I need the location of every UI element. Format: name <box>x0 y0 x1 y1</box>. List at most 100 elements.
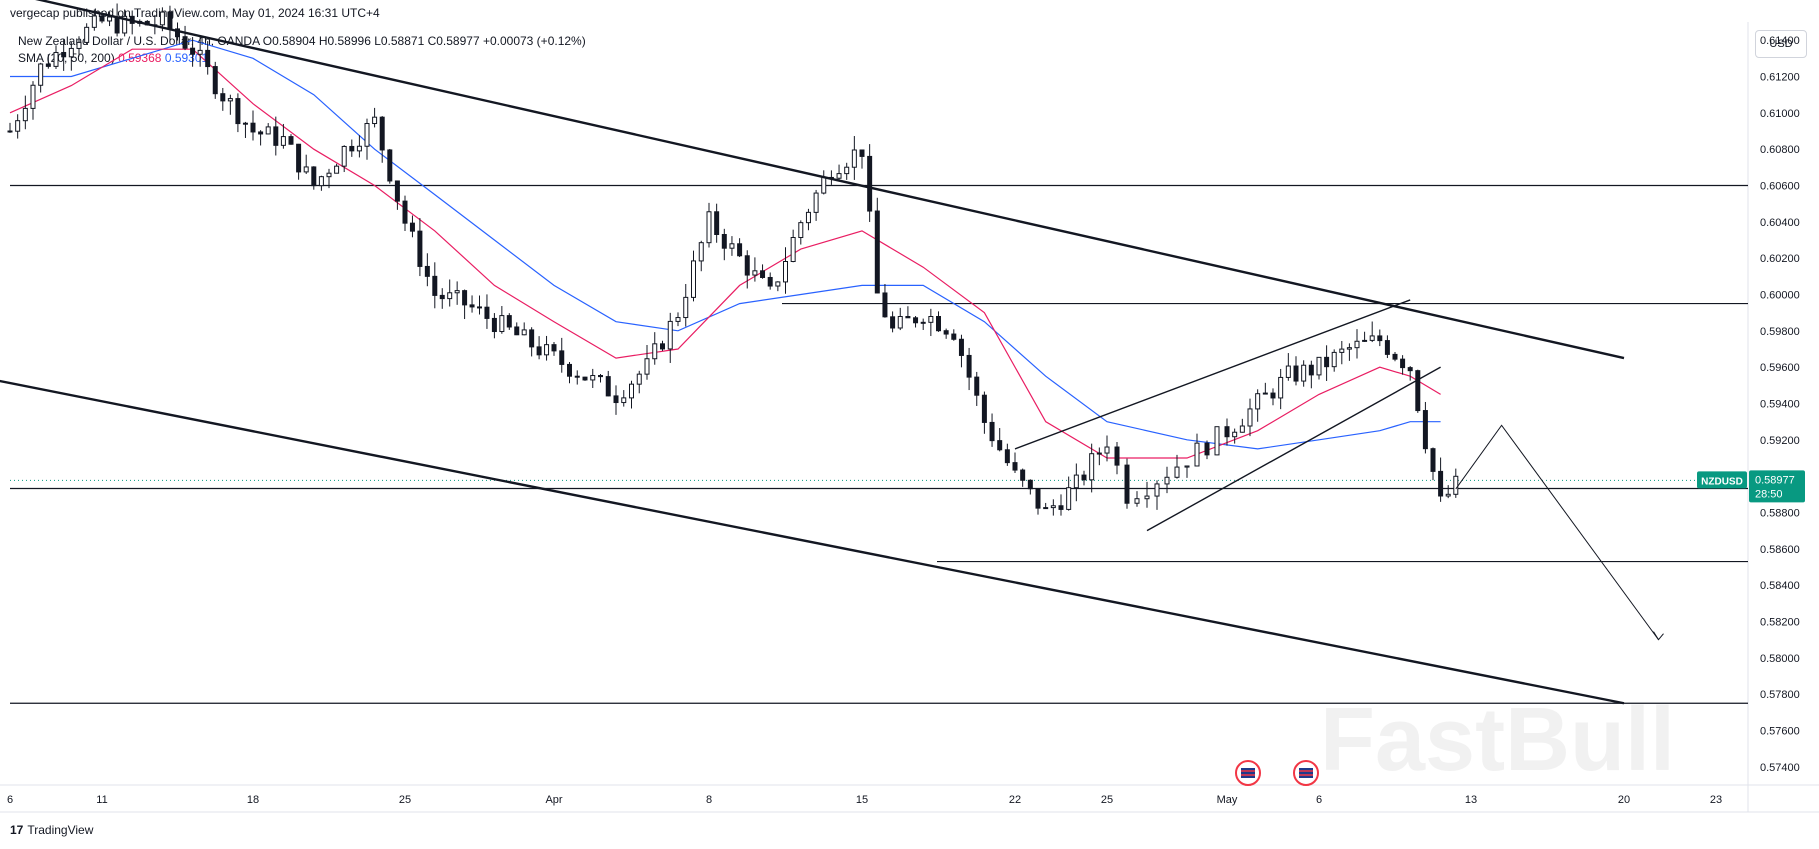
price-tag-countdown: 28:50 <box>1755 488 1783 500</box>
sma20-value: 0.59368 <box>118 51 162 65</box>
candle-body <box>1154 483 1160 497</box>
candle-body <box>920 321 926 324</box>
candle-body <box>936 315 941 332</box>
trendlines <box>0 0 1664 705</box>
candle-body <box>1301 364 1307 382</box>
y-tick-label: 0.59800 <box>1760 326 1800 338</box>
candle-body <box>613 395 619 404</box>
candle-body <box>372 116 378 125</box>
candle-body <box>989 421 995 442</box>
candle-body <box>212 66 218 95</box>
x-tick-label: 25 <box>1101 794 1113 806</box>
candle-body <box>744 255 750 276</box>
candle-body <box>432 275 438 296</box>
y-tick-label: 0.58600 <box>1760 544 1800 556</box>
candle-body <box>379 116 385 151</box>
candle-body <box>1285 365 1291 378</box>
moving-averages <box>9 39 1441 459</box>
forecast-path[interactable] <box>1455 424 1659 640</box>
candle-body <box>644 358 650 375</box>
price-axis[interactable]: 0.61400 0.61200 0.61000 0.60800 0.60600 0.604… <box>1760 35 1800 774</box>
candle-body <box>349 145 355 152</box>
candle-body <box>1270 392 1276 399</box>
candle-body <box>721 234 727 249</box>
candle-body <box>280 136 286 146</box>
candle-body <box>1430 448 1436 472</box>
candle-body <box>590 375 596 381</box>
candle-body <box>943 330 949 335</box>
candle-body <box>667 320 673 350</box>
candle-body <box>107 16 113 22</box>
candle-body <box>197 49 203 55</box>
candle-body <box>334 165 340 174</box>
candle-body <box>1124 464 1130 504</box>
candle-body <box>783 261 788 283</box>
candle-body <box>574 375 580 378</box>
candle-body <box>402 200 408 224</box>
candle-body <box>567 363 572 377</box>
candle-body <box>99 15 105 22</box>
candle-body <box>303 166 309 173</box>
candle-body <box>1316 356 1322 376</box>
candle-body <box>506 315 512 328</box>
candle-body <box>1066 487 1072 510</box>
y-tick-label: 0.61000 <box>1760 108 1800 120</box>
candle-body <box>1004 449 1010 464</box>
economic-events[interactable] <box>1235 760 1319 786</box>
candle-body <box>265 126 271 135</box>
currency-button[interactable]: USD <box>1755 30 1807 58</box>
candle-body <box>318 176 324 187</box>
candle-body <box>7 130 13 133</box>
time-axis[interactable]: 6 11 18 25 Apr 8 15 22 25 May 6 13 20 23 <box>7 794 1722 806</box>
candle-body <box>1308 364 1314 376</box>
candle-body <box>958 338 964 356</box>
y-tick-label: 0.60400 <box>1760 217 1800 229</box>
candle-body <box>867 155 873 212</box>
sma-label[interactable]: SMA (20, 50, 200) <box>18 51 115 65</box>
candle-body <box>1104 446 1110 454</box>
candle-body <box>1239 425 1245 433</box>
watermark-text: FastBull <box>1320 690 1675 790</box>
candle-body <box>521 329 527 336</box>
y-tick-label: 0.60000 <box>1760 290 1800 302</box>
candle-body <box>652 343 658 360</box>
candle-body <box>15 120 21 132</box>
x-tick-label: 11 <box>96 794 107 806</box>
candle-body <box>1224 426 1230 438</box>
candle-body <box>167 11 173 30</box>
x-tick-label: 13 <box>1465 794 1477 806</box>
candle-body <box>424 265 430 277</box>
x-tick-label: 23 <box>1710 794 1722 806</box>
wedge-upper-line[interactable] <box>1014 299 1411 450</box>
price-series <box>7 3 1459 516</box>
candle-body <box>1058 505 1064 510</box>
candle-body <box>536 346 542 356</box>
y-tick-label: 0.58000 <box>1760 653 1800 665</box>
price-tag-value: 0.58977 <box>1755 474 1795 486</box>
symbol-info: New Zealand Dollar / U.S. Dollar, 4h, OA… <box>18 34 586 48</box>
candle-body <box>76 41 82 49</box>
candle-body <box>190 47 196 55</box>
candle-body <box>469 304 475 308</box>
candle-body <box>296 143 302 173</box>
candle-body <box>1422 410 1428 450</box>
candle-body <box>1324 356 1330 368</box>
y-tick-label: 0.60200 <box>1760 253 1800 265</box>
x-tick-label: 6 <box>1316 794 1322 806</box>
horizontal-levels <box>10 184 1748 704</box>
candle-body <box>874 210 880 294</box>
channel-lower-line[interactable] <box>0 353 1625 705</box>
candle-body <box>387 149 393 182</box>
wedge-lower-line[interactable] <box>1146 366 1441 532</box>
x-tick-label: 22 <box>1009 794 1021 806</box>
x-tick-label: 25 <box>399 794 411 806</box>
candle-body <box>462 290 468 306</box>
y-tick-label: 0.58200 <box>1760 617 1800 629</box>
candle-body <box>1184 465 1190 468</box>
x-tick-label: 8 <box>706 794 712 806</box>
symbol-tag-bg <box>1697 471 1747 489</box>
channel-upper-line[interactable] <box>0 0 1625 360</box>
x-tick-label: 20 <box>1618 794 1630 806</box>
candle-body <box>38 63 44 86</box>
